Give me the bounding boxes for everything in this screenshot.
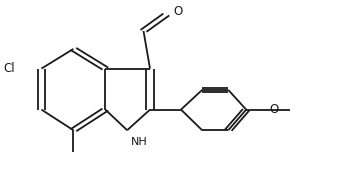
Text: Cl: Cl bbox=[3, 62, 15, 75]
Text: O: O bbox=[269, 103, 278, 116]
Text: NH: NH bbox=[131, 137, 147, 147]
Text: O: O bbox=[173, 5, 183, 18]
